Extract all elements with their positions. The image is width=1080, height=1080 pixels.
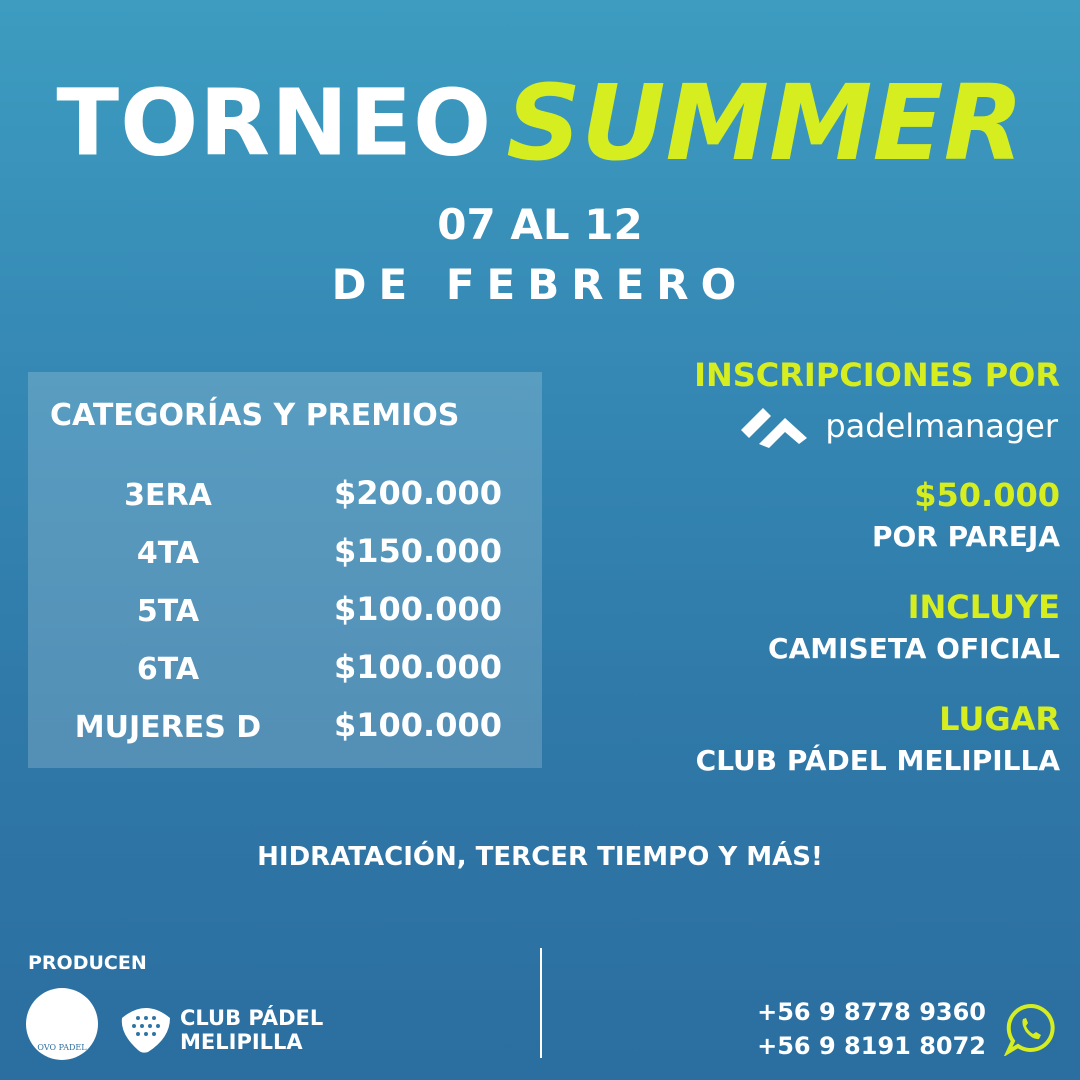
category-name: 5TA (136, 594, 200, 629)
dates-line1: 07 AL 12 (437, 200, 643, 249)
extras-text: HIDRATACIÓN, TERCER TIEMPO Y MÁS! (257, 842, 823, 872)
category-prize: $100.000 (333, 706, 502, 744)
category-name: 3ERA (124, 478, 212, 513)
producen-label: PRODUCEN (28, 952, 147, 974)
padel-racket-icon (121, 1008, 170, 1053)
phone-2: +56 9 8191 8072 (757, 1032, 986, 1060)
dates-line2: DE FEBRERO (331, 260, 749, 309)
incluye-value: CAMISETA OFICIAL (768, 632, 1060, 665)
category-prize: $100.000 (333, 590, 502, 628)
price-note: POR PAREJA (871, 520, 1060, 553)
category-prize: $100.000 (333, 648, 502, 686)
padelmanager-icon (741, 408, 808, 448)
poster-title: TORNEO SUMMER (0, 62, 1080, 184)
club-logo-text: CLUB PÁDEL MELIPILLA (180, 1006, 323, 1054)
incluye-label: INCLUYE (907, 588, 1060, 626)
inscripciones-label: INSCRIPCIONES POR (694, 356, 1060, 394)
title-torneo: TORNEO (56, 69, 493, 177)
club-line2: MELIPILLA (180, 1030, 303, 1054)
ovo-padel-logo: OVO PADEL (26, 988, 98, 1060)
category-prize: $150.000 (333, 532, 502, 570)
title-summer: SUMMER (506, 62, 1024, 184)
categories-panel (28, 372, 542, 768)
divider (540, 948, 542, 1058)
category-name: 4TA (136, 536, 200, 571)
categories-list: 3ERA $200.000 4TA $150.000 5TA $100.000 … (28, 470, 542, 750)
lugar-value: CLUB PÁDEL MELIPILLA (695, 744, 1060, 777)
category-name: 6TA (136, 652, 200, 687)
lugar-label: LUGAR (939, 700, 1060, 738)
category-name: MUJERES D (74, 710, 262, 745)
category-prize: $200.000 (333, 474, 502, 512)
phone-1: +56 9 8778 9360 (757, 998, 986, 1026)
categories-heading: CATEGORÍAS Y PREMIOS (50, 398, 460, 433)
club-line1: CLUB PÁDEL (180, 1006, 324, 1030)
price: $50.000 (914, 476, 1060, 514)
whatsapp-icon (1004, 1003, 1055, 1056)
ovo-padel-text: OVO PADEL (37, 1043, 87, 1052)
padelmanager-text: padelmanager (825, 407, 1058, 445)
padelmanager-logo: padelmanager (737, 404, 1058, 448)
